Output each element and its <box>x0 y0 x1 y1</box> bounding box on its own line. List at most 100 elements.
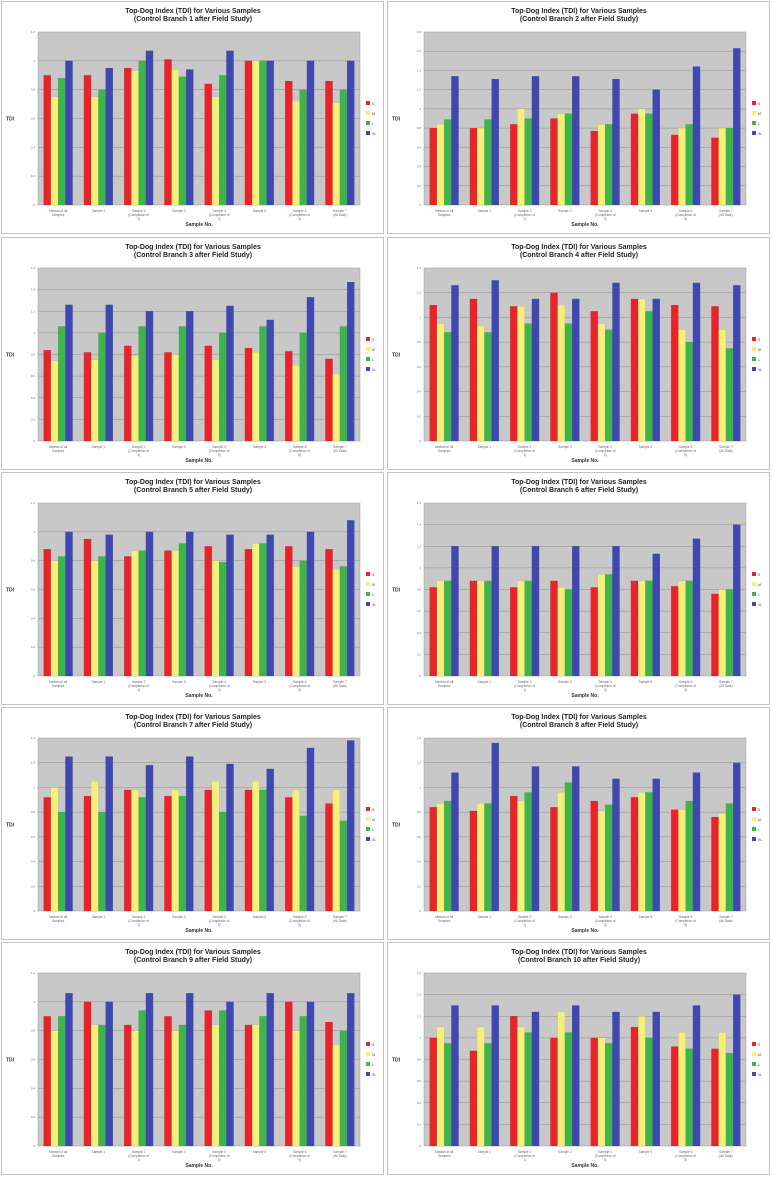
x-tick-label: (Completion of <box>514 449 535 453</box>
legend-swatch <box>366 111 370 115</box>
x-tick-label: 3) <box>604 453 607 457</box>
bar <box>732 762 741 912</box>
bar <box>145 993 154 1147</box>
x-tick-label: (All Data) <box>333 684 346 688</box>
x-tick-label: Sample 5 <box>639 680 653 684</box>
bar <box>292 1030 300 1147</box>
bar <box>346 740 355 912</box>
x-tick-label: (Completion of <box>514 684 535 688</box>
bar <box>65 531 73 677</box>
bar <box>469 1050 478 1147</box>
legend-label: L <box>758 122 760 126</box>
bar <box>138 1010 147 1147</box>
x-tick-label: (Completion of <box>289 684 310 688</box>
y-tick-label: 0.8 <box>31 1029 36 1033</box>
bar <box>145 765 154 912</box>
bar <box>178 76 187 206</box>
legend-swatch <box>366 1062 370 1066</box>
legend-label: S <box>372 573 375 577</box>
y-axis-label: TDI <box>6 588 15 594</box>
bar <box>123 556 132 677</box>
x-tick-label: Sample 1 <box>478 680 492 684</box>
bar <box>57 326 66 442</box>
x-tick-label: Sample 5 <box>253 915 267 919</box>
y-tick-label: 0.8 <box>417 1058 422 1062</box>
legend-swatch <box>366 357 370 361</box>
legend-swatch <box>752 1062 756 1066</box>
bar <box>346 520 355 677</box>
bar <box>612 78 620 206</box>
bar <box>550 118 558 206</box>
y-tick-label: 1.8 <box>417 30 422 34</box>
x-tick-label: 1) <box>137 688 140 692</box>
legend-label: L <box>372 358 374 362</box>
bar <box>652 1011 661 1147</box>
bar <box>612 546 620 677</box>
x-tick-label: Sample 3 <box>558 209 572 213</box>
y-tick-label: 0.6 <box>417 835 422 839</box>
x-tick-label: Sample 1 <box>92 915 106 919</box>
x-axis-label: Sample No. <box>571 693 599 699</box>
x-tick-label: Sample 7 <box>333 445 347 449</box>
bar <box>90 359 99 442</box>
bar <box>571 298 580 442</box>
bar <box>711 306 719 442</box>
x-tick-label: (Completion of <box>595 684 616 688</box>
bar <box>284 1001 293 1147</box>
bar <box>50 96 59 206</box>
bar <box>83 538 92 677</box>
bar <box>476 580 485 677</box>
y-tick-label: 0.2 <box>31 174 36 178</box>
bar <box>711 1048 719 1147</box>
bar <box>645 1037 653 1147</box>
bar <box>43 548 52 677</box>
bar <box>259 543 267 677</box>
y-tick-label: 1 <box>419 107 421 111</box>
chart-title: (Control Branch 5 after Field Study) <box>134 487 252 494</box>
bar <box>692 772 701 912</box>
x-axis-label: Sample No. <box>571 458 599 464</box>
x-tick-label: Sample 7 <box>333 680 347 684</box>
y-tick-label: 0.6 <box>31 374 36 378</box>
chart-title: (Control Branch 7 after Field Study) <box>134 722 252 729</box>
bar <box>325 80 333 206</box>
bar <box>299 332 308 442</box>
x-tick-label: (Completion of <box>209 684 230 688</box>
x-tick-label: 3) <box>218 923 221 927</box>
bar <box>443 119 452 206</box>
x-tick-label: Sample 6 <box>679 680 693 684</box>
y-axis-label: TDI <box>392 588 401 594</box>
bar <box>476 803 485 912</box>
y-tick-label: 1.2 <box>31 971 36 975</box>
x-tick-label: Sample 5 <box>253 1150 267 1154</box>
bar <box>590 587 599 677</box>
y-tick-label: 0.4 <box>31 396 36 400</box>
bar <box>325 548 333 677</box>
bar <box>284 351 293 442</box>
legend-swatch <box>752 837 756 841</box>
x-tick-label: Sample 6 <box>679 209 693 213</box>
chart-panel: Top-Dog Index (TDI) for Various Samples(… <box>0 706 386 942</box>
bar <box>670 304 679 442</box>
x-tick-label: 3) <box>218 688 221 692</box>
y-tick-label: 0.4 <box>417 1101 422 1105</box>
bar <box>597 810 606 912</box>
bar <box>306 297 315 442</box>
bar <box>98 332 106 442</box>
bar <box>83 1001 92 1147</box>
x-tick-label: 1) <box>137 1158 140 1162</box>
bar <box>612 282 620 442</box>
x-tick-label: 1) <box>523 217 526 221</box>
legend-label: XL <box>758 1073 762 1077</box>
bar <box>509 1016 518 1147</box>
bar <box>692 282 701 442</box>
x-axis-label: Sample No. <box>571 928 599 934</box>
x-tick-label: Sample 4 <box>212 1150 226 1154</box>
y-tick-label: 0.6 <box>31 835 36 839</box>
x-tick-label: (Completion of <box>289 213 310 217</box>
bar <box>259 789 267 912</box>
x-tick-label: Median of all <box>435 915 453 919</box>
x-tick-label: (Completion of <box>675 1154 696 1158</box>
x-tick-label: 1) <box>137 453 140 457</box>
chart-title: Top-Dog Index (TDI) for Various Samples <box>125 8 261 15</box>
